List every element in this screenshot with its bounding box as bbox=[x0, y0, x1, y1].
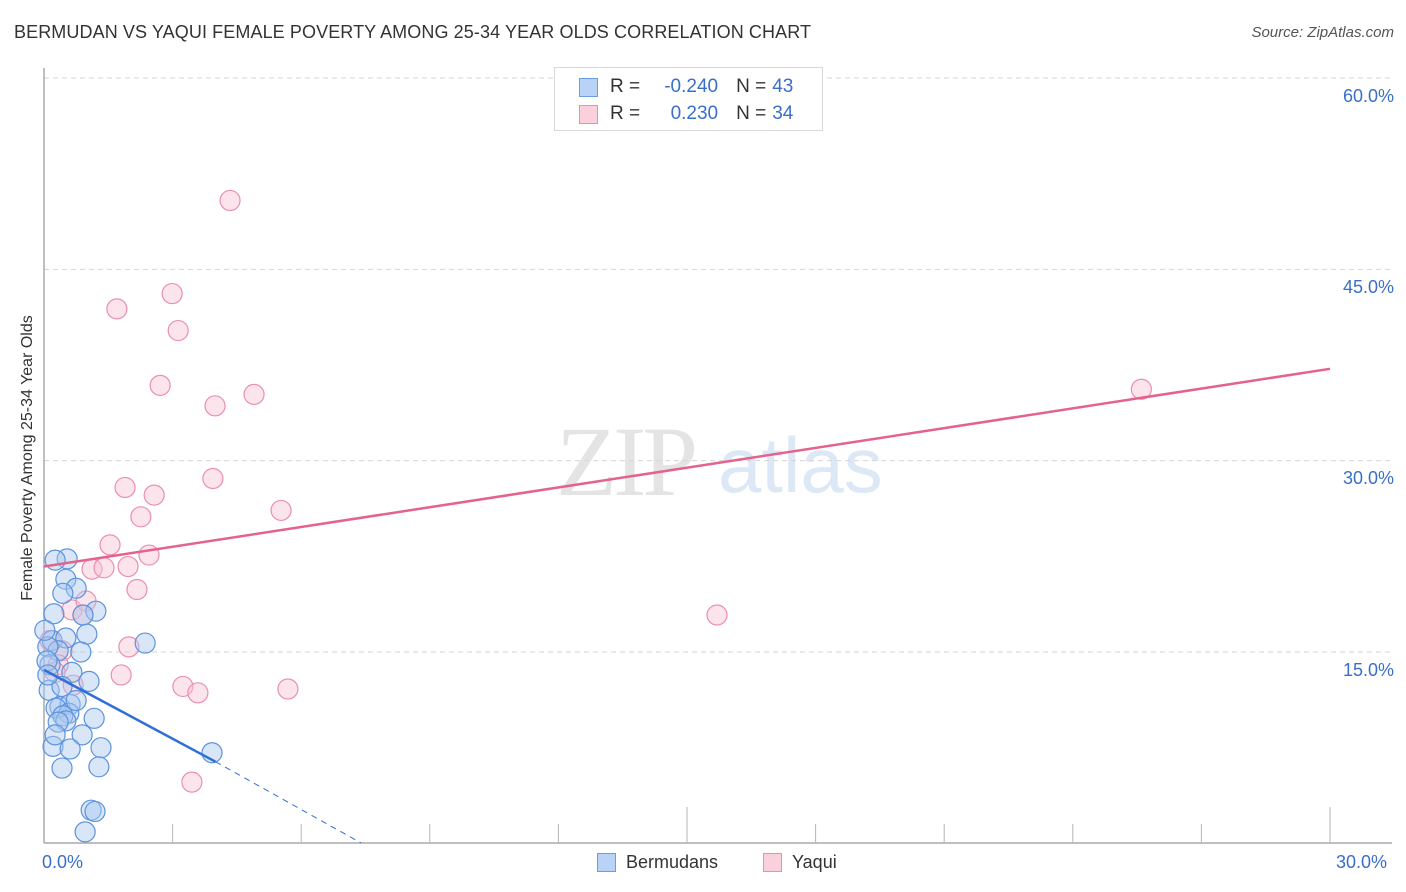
bermudans-points bbox=[34, 548, 223, 843]
y-tick-45: 45.0% bbox=[1342, 277, 1394, 297]
bermudans-swatch-icon bbox=[579, 77, 598, 97]
stats-legend: R = -0.240 N = 43 R = 0.230 N = 34 bbox=[554, 67, 823, 131]
data-point bbox=[114, 476, 136, 499]
data-point bbox=[71, 724, 93, 746]
data-point bbox=[706, 604, 728, 626]
data-point bbox=[78, 670, 100, 692]
data-point bbox=[161, 282, 183, 305]
data-point bbox=[55, 710, 77, 732]
data-point bbox=[270, 499, 292, 522]
data-point bbox=[277, 678, 299, 700]
watermark-atlas: atlas bbox=[718, 421, 883, 509]
legend-label: Yaqui bbox=[792, 852, 837, 872]
yaqui-swatch-icon bbox=[763, 853, 782, 872]
data-point bbox=[167, 319, 189, 342]
data-point bbox=[70, 641, 92, 663]
legend-item-bermudans[interactable]: Bermudans bbox=[597, 852, 718, 873]
data-point bbox=[47, 711, 69, 733]
axes bbox=[43, 68, 1392, 844]
n-label: N = bbox=[736, 103, 767, 124]
r-label: R = bbox=[610, 103, 641, 124]
data-point bbox=[117, 555, 139, 578]
data-point bbox=[59, 738, 81, 760]
data-point bbox=[76, 623, 98, 645]
r-value: -0.240 bbox=[664, 76, 719, 97]
y-tick-60: 60.0% bbox=[1342, 86, 1394, 106]
data-point bbox=[72, 604, 94, 626]
data-point bbox=[110, 664, 132, 686]
n-value: 34 bbox=[772, 103, 794, 124]
source-label: Source: ZipAtlas.com bbox=[1251, 24, 1394, 41]
x-tick-0: 0.0% bbox=[42, 852, 84, 872]
data-point bbox=[85, 600, 107, 622]
legend-label: Bermudans bbox=[626, 852, 719, 872]
bermudans-trend-extension bbox=[215, 761, 362, 844]
y-tick-30: 30.0% bbox=[1342, 468, 1394, 488]
data-point bbox=[37, 664, 59, 686]
r-label: R = bbox=[610, 76, 641, 97]
data-point bbox=[88, 756, 110, 778]
data-point bbox=[1130, 378, 1152, 400]
data-point bbox=[55, 627, 77, 649]
data-point bbox=[90, 737, 112, 759]
legend-row-yaqui: R = 0.230 N = 34 bbox=[579, 102, 793, 126]
data-point bbox=[204, 395, 226, 417]
data-point bbox=[44, 724, 66, 746]
n-value: 43 bbox=[772, 76, 794, 97]
data-point bbox=[43, 603, 65, 625]
data-point bbox=[99, 534, 121, 556]
data-point bbox=[59, 693, 81, 715]
data-point bbox=[243, 383, 265, 405]
y-axis-label: Female Poverty Among 25-34 Year Olds bbox=[19, 315, 36, 601]
data-point bbox=[84, 800, 106, 823]
data-point bbox=[106, 298, 128, 320]
data-point bbox=[181, 771, 203, 793]
bermudans-swatch-icon bbox=[597, 853, 616, 872]
watermark-zip: ZIP bbox=[556, 406, 698, 517]
trend-lines bbox=[43, 367, 1331, 844]
data-point bbox=[51, 757, 73, 779]
data-point bbox=[65, 689, 87, 712]
y-tick-15: 15.0% bbox=[1342, 660, 1394, 680]
data-point bbox=[126, 578, 148, 601]
data-point bbox=[149, 374, 171, 397]
yaqui-trend-line bbox=[43, 367, 1331, 568]
yaqui-points bbox=[39, 189, 1152, 793]
data-point bbox=[202, 467, 224, 490]
yaqui-swatch-icon bbox=[579, 104, 598, 124]
chart-title: BERMUDAN VS YAQUI FEMALE POVERTY AMONG 2… bbox=[14, 22, 812, 42]
data-point bbox=[34, 619, 56, 641]
data-point bbox=[52, 582, 74, 604]
data-point bbox=[134, 632, 156, 654]
data-point bbox=[219, 189, 241, 212]
data-point bbox=[65, 577, 87, 599]
data-point bbox=[143, 484, 165, 506]
x-tick-30: 30.0% bbox=[1336, 852, 1388, 872]
data-point bbox=[74, 821, 96, 843]
data-point bbox=[118, 636, 140, 658]
n-label: N = bbox=[736, 76, 767, 97]
data-point bbox=[83, 707, 105, 729]
legend-row-bermudans: R = -0.240 N = 43 bbox=[579, 75, 793, 99]
legend-item-yaqui[interactable]: Yaqui bbox=[763, 852, 837, 873]
data-point bbox=[130, 506, 152, 528]
data-point bbox=[93, 557, 115, 579]
gridlines bbox=[44, 77, 1392, 653]
r-value: 0.230 bbox=[670, 103, 719, 124]
data-point bbox=[187, 682, 209, 704]
bermudans-trend-line bbox=[43, 668, 217, 763]
